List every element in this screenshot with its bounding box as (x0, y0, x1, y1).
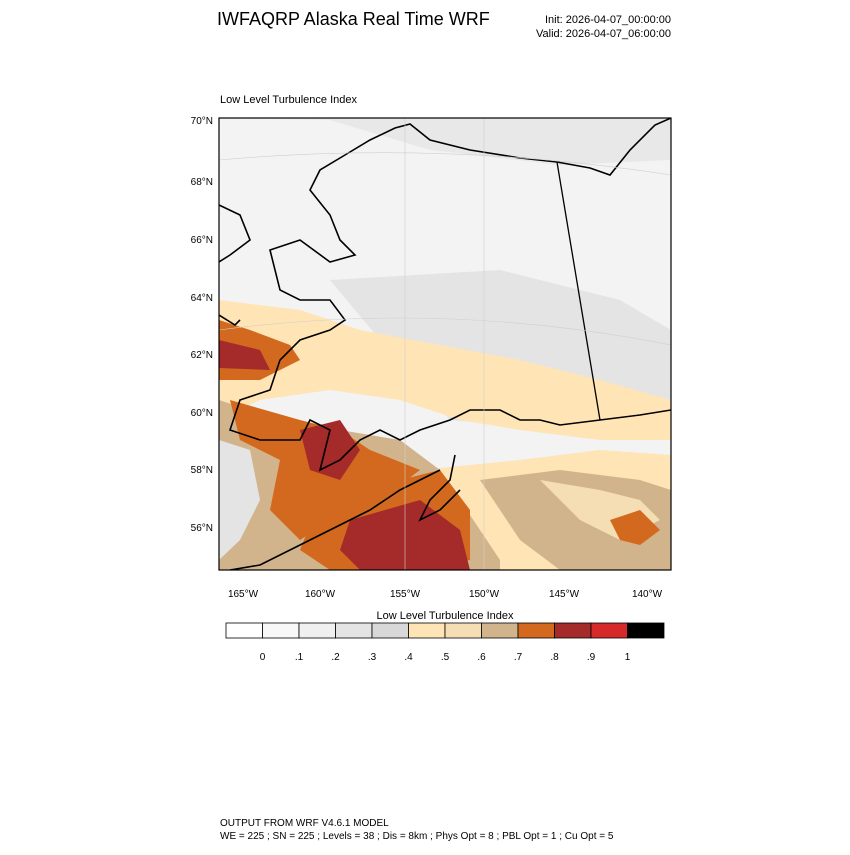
colorbar-box (444, 622, 482, 639)
map-field (219, 118, 671, 570)
map-title: Low Level Turbulence Index (220, 94, 357, 106)
lon-label: 140°W (632, 589, 663, 600)
colorbar-label: .6 (477, 652, 486, 663)
lon-label: 160°W (305, 589, 336, 600)
lat-label: 60°N (191, 408, 213, 419)
colorbar-label: .3 (368, 652, 377, 663)
colorbar-label: .5 (441, 652, 450, 663)
init-time: Init: 2026-04-07_00:00:00 (545, 14, 671, 26)
colorbar-label: 1 (625, 652, 631, 663)
colorbar-box (262, 622, 300, 639)
footer-line: OUTPUT FROM WRF V4.6.1 MODEL (220, 818, 389, 829)
colorbar-box (225, 622, 263, 639)
colorbar-label: 0 (260, 652, 266, 663)
lon-label: 145°W (549, 589, 580, 600)
colorbar-label: .9 (587, 652, 596, 663)
colorbar-label: .4 (404, 652, 413, 663)
colorbar-box (554, 622, 592, 639)
lon-label: 150°W (469, 589, 500, 600)
lon-label: 165°W (228, 589, 259, 600)
colorbar: 0 .1 .2 .3 .4 .5 .6 .7 .8 .9 1 (225, 622, 665, 663)
colorbar-box (517, 622, 555, 639)
colorbar-box (335, 622, 373, 639)
graticule (218, 118, 672, 570)
lat-label: 70°N (191, 116, 213, 127)
lat-label: 66°N (191, 235, 213, 246)
footer-line: WE = 225 ; SN = 225 ; Levels = 38 ; Dis … (220, 831, 614, 842)
colorbar-box (298, 622, 336, 639)
lon-labels: 165°W 160°W 155°W 150°W 145°W 140°W (228, 589, 663, 600)
colorbar-box (590, 622, 628, 639)
colorbar-title: Low Level Turbulence Index (377, 610, 514, 622)
lat-label: 68°N (191, 177, 213, 188)
lat-label: 62°N (191, 350, 213, 361)
valid-time: Valid: 2026-04-07_06:00:00 (536, 28, 671, 40)
colorbar-label: .8 (550, 652, 559, 663)
main-title: IWFAQRP Alaska Real Time WRF (217, 9, 490, 29)
colorbar-box (371, 622, 409, 639)
lat-labels: 70°N 68°N 66°N 64°N 62°N 60°N 58°N 56°N (191, 116, 213, 534)
lon-label: 155°W (390, 589, 421, 600)
borders (556, 161, 601, 421)
lat-label: 58°N (191, 465, 213, 476)
colorbar-label: .7 (514, 652, 523, 663)
colorbar-box (627, 622, 665, 639)
colorbar-box (481, 622, 519, 639)
colorbar-box (408, 622, 446, 639)
plot-frame (218, 117, 672, 571)
lat-label: 56°N (191, 523, 213, 534)
lat-label: 64°N (191, 293, 213, 304)
colorbar-label: .2 (331, 652, 340, 663)
colorbar-label: .1 (295, 652, 304, 663)
